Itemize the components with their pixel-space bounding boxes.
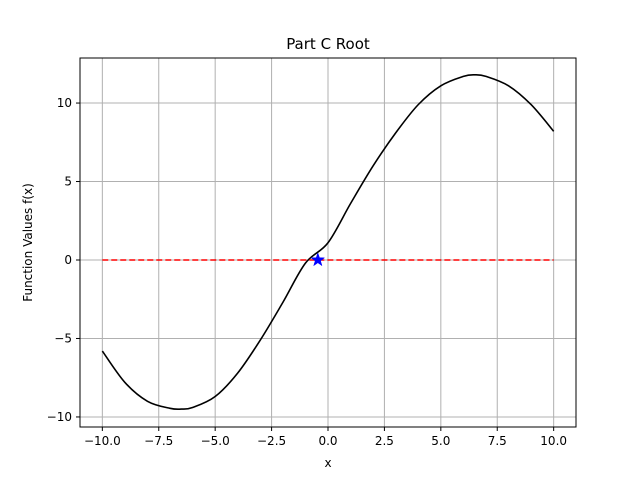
x-tick-label: −7.5 [144, 434, 173, 448]
x-axis-label: x [324, 456, 331, 470]
root-marker [310, 252, 326, 267]
x-tick-label: 0.0 [318, 434, 337, 448]
plot-area [101, 73, 555, 411]
function-curve [101, 73, 555, 411]
y-tick-label: 5 [64, 175, 72, 189]
y-axis-label: Function Values f(x) [21, 183, 35, 302]
y-tick-label: −5 [54, 331, 72, 345]
x-tick-label: −10.0 [84, 434, 121, 448]
ticks: −10.0 −7.5 −5.0 −2.5 0.0 2.5 5.0 7.5 10.0 −10 −5 0 5… [47, 96, 567, 448]
x-tick-label: −2.5 [257, 434, 286, 448]
x-tick-label: 7.5 [488, 434, 507, 448]
x-tick-label: −5.0 [201, 434, 230, 448]
y-tick-label: 0 [64, 253, 72, 267]
chart-title: Part C Root [286, 35, 370, 53]
x-tick-label: 10.0 [540, 434, 567, 448]
x-tick-label: 2.5 [375, 434, 394, 448]
y-tick-label: 10 [57, 96, 72, 110]
x-tick-label: 5.0 [431, 434, 450, 448]
y-tick-label: −10 [47, 410, 72, 424]
